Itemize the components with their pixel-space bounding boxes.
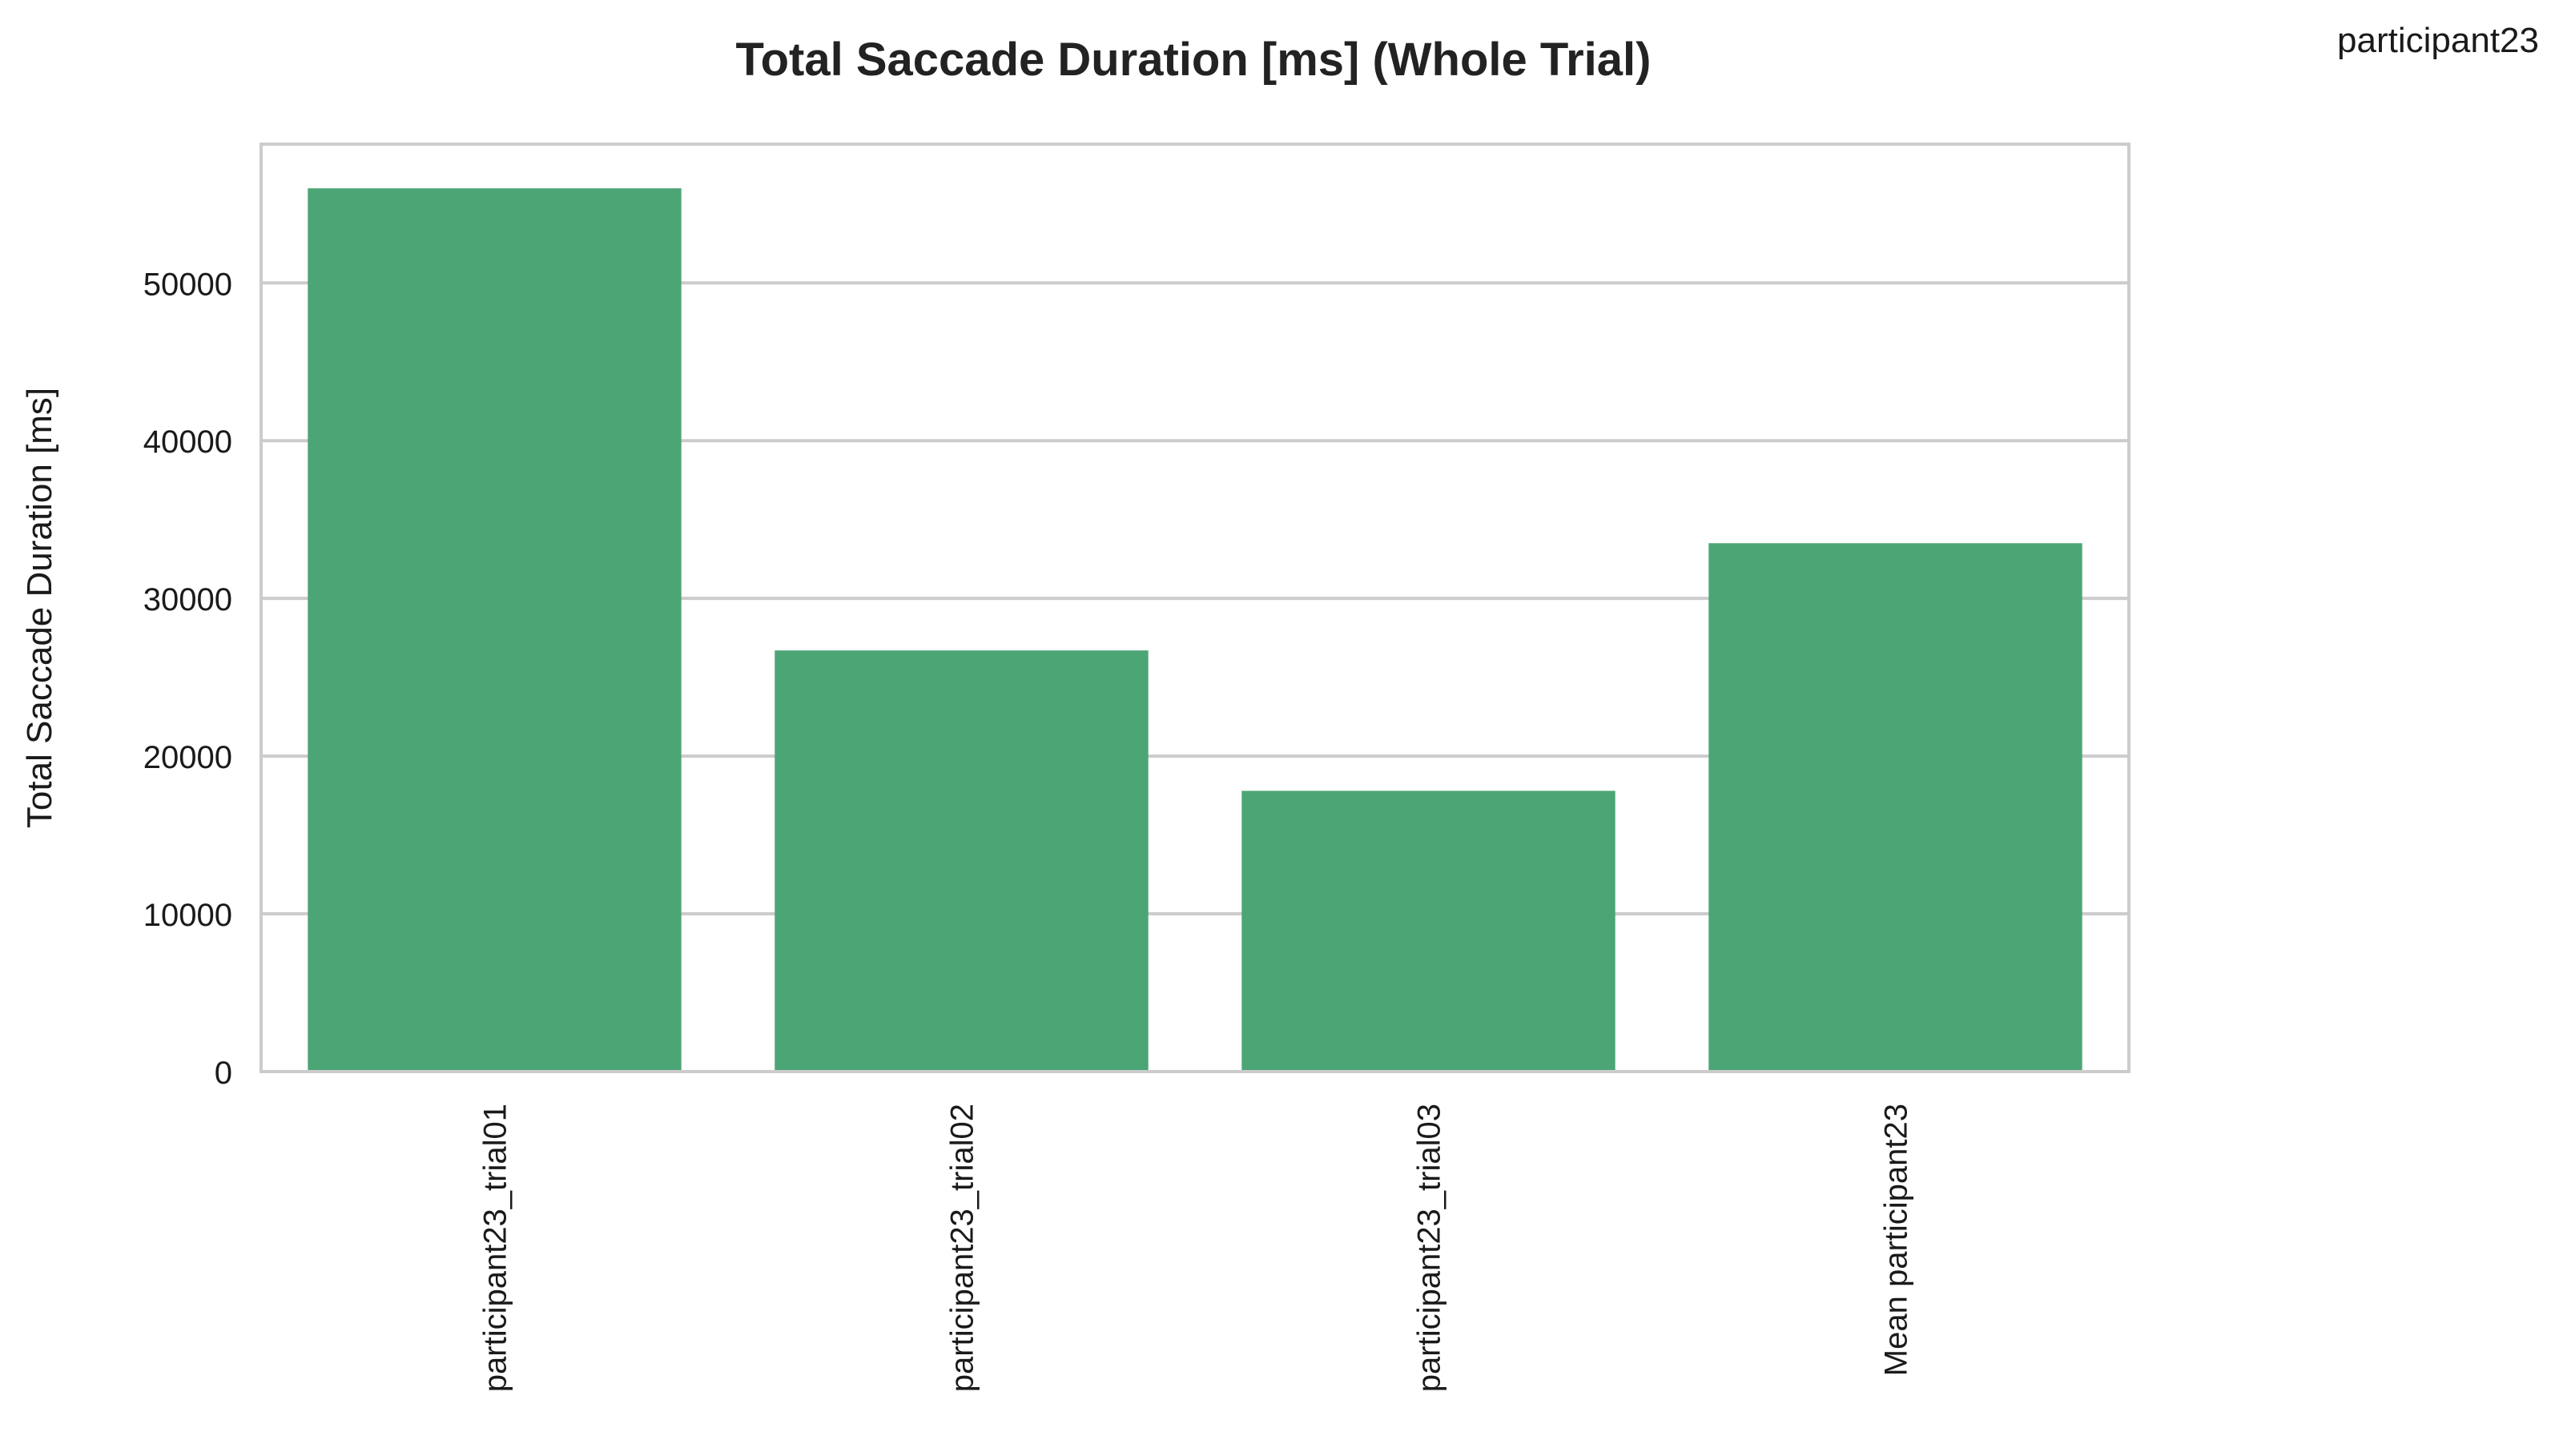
participant-label: participant23 xyxy=(2337,21,2539,60)
y-tick-label: 30000 xyxy=(143,582,232,617)
x-tick-label: Mean participant23 xyxy=(1879,1104,1914,1376)
plot-frame xyxy=(260,143,2130,1073)
x-tick-label: participant23_trial01 xyxy=(478,1104,513,1392)
y-axis-ticks: 0 10000 20000 30000 40000 50000 xyxy=(143,267,232,1091)
y-tick-label: 10000 xyxy=(143,898,232,933)
bars xyxy=(308,188,2082,1072)
bar-4 xyxy=(1708,543,2082,1072)
y-tick-label: 50000 xyxy=(143,267,232,302)
y-tick-label: 0 xyxy=(215,1056,232,1091)
chart-title: Total Saccade Duration [ms] (Whole Trial… xyxy=(736,34,1652,86)
y-axis-label: Total Saccade Duration [ms] xyxy=(20,388,59,828)
bar-2 xyxy=(775,650,1149,1072)
bar-3 xyxy=(1241,790,1615,1072)
y-tick-label: 40000 xyxy=(143,424,232,460)
bar-1 xyxy=(308,188,682,1072)
x-axis-ticks: participant23_trial01 participant23_trial… xyxy=(478,1104,1914,1392)
x-tick-label: participant23_trial02 xyxy=(945,1104,980,1392)
x-tick-label: participant23_trial03 xyxy=(1412,1104,1447,1392)
y-tick-label: 20000 xyxy=(143,740,232,775)
